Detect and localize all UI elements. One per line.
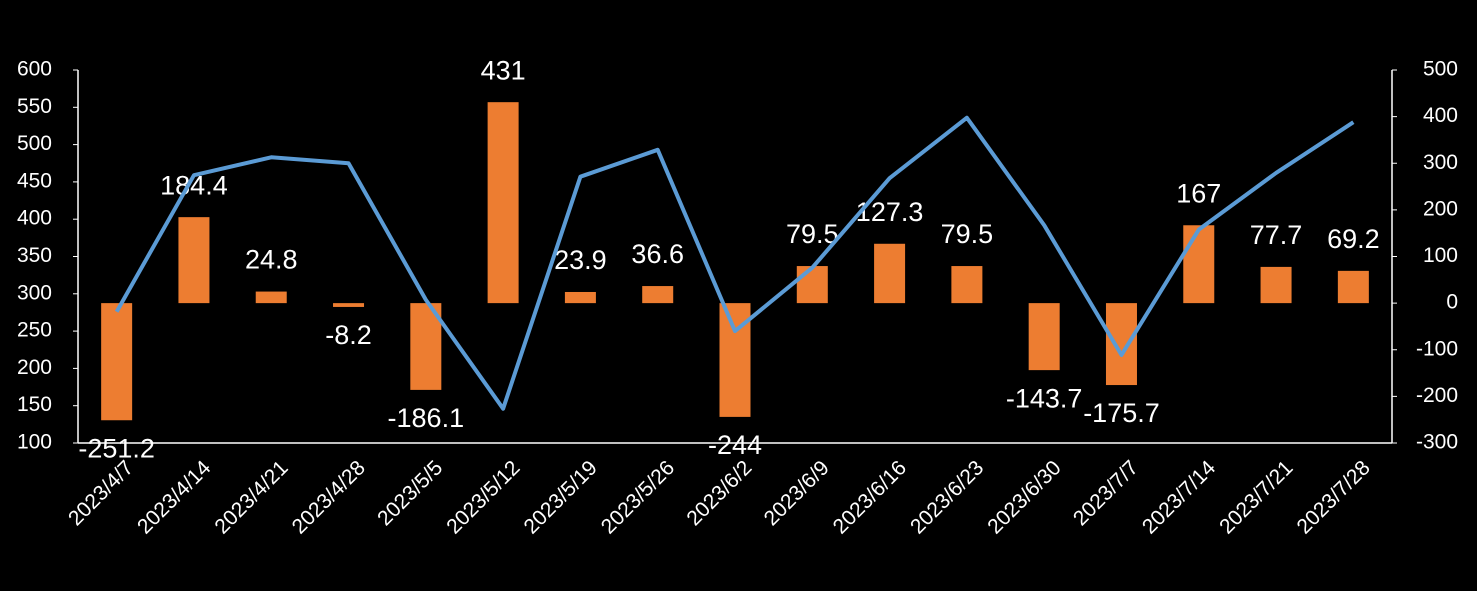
bar xyxy=(1105,303,1137,386)
bar xyxy=(1183,225,1215,304)
x-tick-label: 2023/5/26 xyxy=(597,456,679,538)
bar xyxy=(333,303,365,307)
bar xyxy=(874,243,906,304)
y-tick-label: 450 xyxy=(17,169,52,192)
x-tick-label: 2023/7/14 xyxy=(1138,456,1221,539)
data-label: -186.1 xyxy=(388,403,465,433)
x-tick-label: 2023/4/7 xyxy=(64,456,138,530)
x-tick-label: 2023/7/28 xyxy=(1292,456,1374,538)
bar xyxy=(1337,270,1369,304)
data-label: 431 xyxy=(481,55,526,85)
y2-tick-label: 500 xyxy=(1423,58,1458,81)
x-tick-label: 2023/6/30 xyxy=(983,456,1065,538)
data-label: -143.7 xyxy=(1006,383,1083,413)
bar xyxy=(101,303,133,421)
data-label: -244 xyxy=(708,430,762,460)
y-tick-label: 550 xyxy=(17,95,52,118)
y2-tick-label: -300 xyxy=(1416,431,1458,454)
data-label: 77.7 xyxy=(1250,220,1303,250)
y-tick-label: 350 xyxy=(17,244,52,267)
x-tick-label: 2023/7/7 xyxy=(1069,456,1143,530)
y-tick-label: 100 xyxy=(17,431,52,454)
bar xyxy=(1028,303,1060,371)
y-tick-label: 600 xyxy=(17,58,52,81)
x-tick-label: 2023/5/5 xyxy=(373,456,447,530)
x-tick-label: 2023/6/23 xyxy=(906,456,988,538)
y-tick-label: 250 xyxy=(17,319,52,342)
data-label: 24.8 xyxy=(245,245,298,275)
line xyxy=(114,115,1355,411)
bar xyxy=(1260,266,1292,304)
data-label: 127.3 xyxy=(856,197,924,227)
x-tick-label: 2023/6/2 xyxy=(682,456,756,530)
data-label: -251.2 xyxy=(78,433,155,463)
data-label: -175.7 xyxy=(1083,398,1160,428)
data-label: 79.5 xyxy=(941,219,994,249)
data-label: 36.6 xyxy=(631,239,684,269)
y2-tick-label: -200 xyxy=(1416,384,1458,407)
y-tick-label: 400 xyxy=(17,207,52,230)
y-tick-label: 200 xyxy=(17,356,52,379)
bar xyxy=(255,291,287,304)
data-label: 167 xyxy=(1176,178,1221,208)
x-tick-label: 2023/5/12 xyxy=(442,456,524,538)
bar xyxy=(951,266,983,304)
x-tick-label: 2023/6/9 xyxy=(760,456,834,530)
y-tick-label: 300 xyxy=(17,281,52,304)
y2-tick-label: -100 xyxy=(1416,337,1458,360)
y-tick-label: 150 xyxy=(17,393,52,416)
bar xyxy=(178,217,210,304)
data-label: 79.5 xyxy=(786,219,839,249)
y2-tick-label: 400 xyxy=(1423,104,1458,127)
x-tick-label: 2023/4/21 xyxy=(210,456,292,538)
data-label: 69.2 xyxy=(1327,224,1380,254)
x-tick-label: 2023/4/14 xyxy=(133,456,216,539)
bar xyxy=(564,291,596,304)
data-label: -8.2 xyxy=(325,320,372,350)
x-tick-label: 2023/4/28 xyxy=(288,456,370,538)
y2-tick-label: 200 xyxy=(1423,197,1458,220)
bar xyxy=(487,102,519,304)
y-tick-label: 500 xyxy=(17,132,52,155)
data-label: 23.9 xyxy=(554,245,607,275)
x-tick-label: 2023/6/16 xyxy=(829,456,911,538)
bar xyxy=(642,286,674,304)
x-tick-label: 2023/7/21 xyxy=(1215,456,1297,538)
bar xyxy=(796,266,828,304)
y2-tick-label: 100 xyxy=(1423,244,1458,267)
y2-tick-label: 300 xyxy=(1423,151,1458,174)
y2-tick-label: 0 xyxy=(1446,291,1458,314)
x-tick-label: 2023/5/19 xyxy=(520,456,602,538)
